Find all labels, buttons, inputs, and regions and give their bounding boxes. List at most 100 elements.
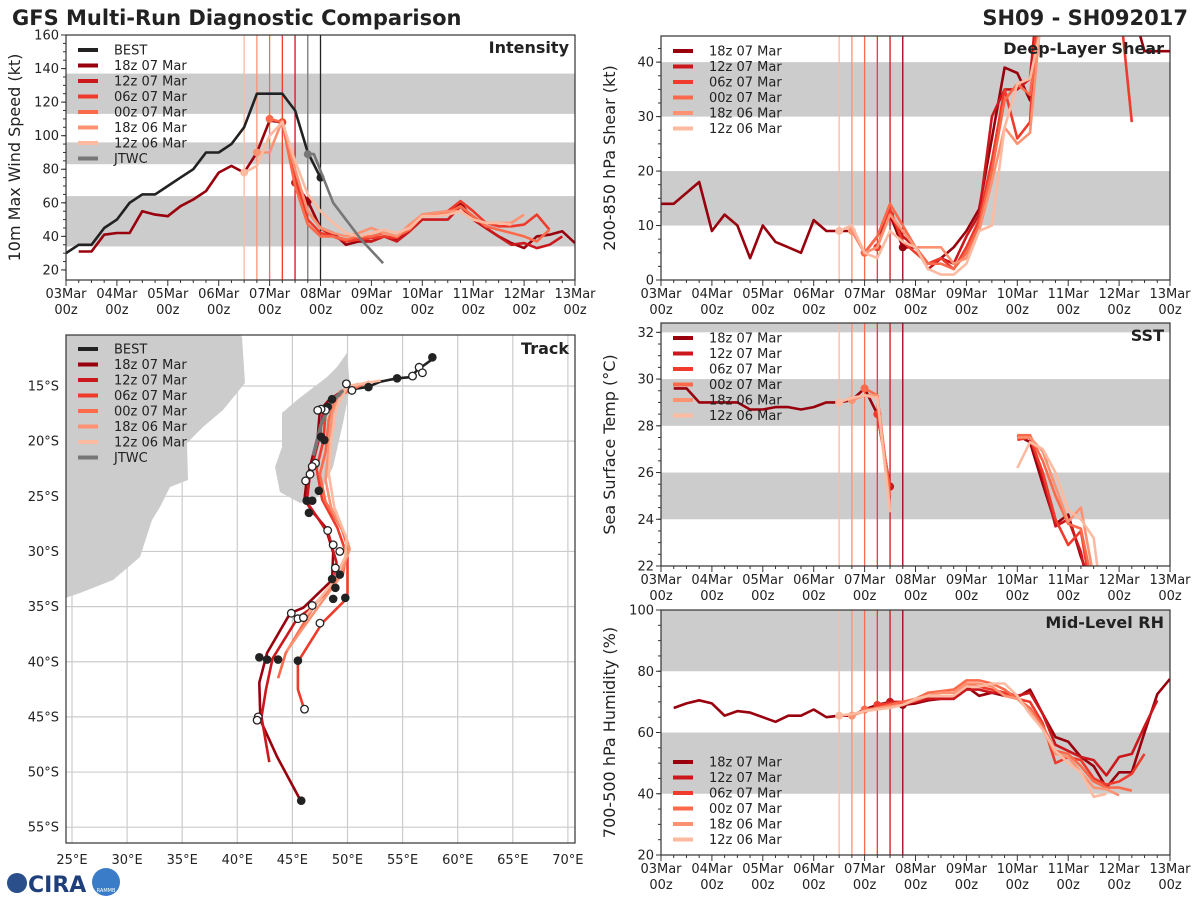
init-point [252, 148, 261, 157]
x-tick-sublabel: 00z [802, 878, 826, 893]
legend-label: 06z 07 Mar [114, 90, 187, 105]
lon-tick-label: 25°E [56, 853, 87, 868]
x-tick-sublabel: 00z [156, 303, 180, 318]
series-line [838, 36, 1041, 276]
x-tick-sublabel: 00z [751, 878, 775, 893]
series-line [243, 121, 512, 238]
x-tick-sublabel: 00z [1057, 878, 1081, 893]
track-point-open [341, 379, 351, 389]
lon-tick-label: 50°E [332, 853, 363, 868]
series-line [863, 36, 1039, 271]
x-tick-label: 12Mar [504, 287, 546, 302]
track-point-filled [304, 508, 314, 518]
x-tick-sublabel: 00z [853, 589, 877, 604]
lon-tick-label: 65°E [497, 853, 528, 868]
x-tick-label: 12Mar [1099, 573, 1141, 588]
legend-label: 18z 06 Mar [709, 818, 782, 833]
panel-intensity: 2040608010012014016003Mar00z04Mar00z05Ma… [5, 29, 596, 319]
legend-label: BEST [114, 343, 147, 358]
series-line [890, 688, 1159, 777]
track-point-open [286, 608, 296, 618]
x-tick-label: 09Mar [946, 573, 988, 588]
legend-label: 00z 07 Mar [709, 378, 782, 393]
init-point [835, 226, 844, 235]
track-point-open [315, 618, 325, 628]
legend-label: 12z 07 Mar [709, 347, 782, 362]
legend-label: 18z 06 Mar [709, 394, 782, 409]
series-line [838, 394, 1099, 566]
y-tick-label: 32 [637, 326, 654, 341]
series-line [673, 678, 1170, 789]
y-tick-label: 40 [637, 56, 654, 71]
lat-tick-label: 45°S [28, 710, 59, 725]
track-point-open [417, 368, 427, 378]
legend-label: 18z 07 Mar [114, 358, 187, 373]
legend-label: 12z 07 Mar [709, 771, 782, 786]
panel-title: SST [1131, 326, 1164, 345]
x-tick-label: 04Mar [691, 573, 733, 588]
legend-label: JTWC [113, 451, 148, 466]
x-tick-sublabel: 00z [309, 303, 333, 318]
x-tick-sublabel: 00z [54, 303, 78, 318]
legend-label: BEST [114, 44, 147, 59]
y-axis-label: 200-850 hPa Shear (kt) [600, 65, 619, 251]
track-point-filled [320, 435, 329, 445]
track-point-open [408, 371, 417, 381]
track-point-filled [293, 656, 303, 665]
x-tick-sublabel: 00z [1158, 303, 1182, 318]
shaded-band [661, 732, 1170, 794]
panel-title: Intensity [489, 38, 570, 57]
track-point-open [252, 715, 262, 725]
y-tick-label: 20 [42, 263, 59, 278]
logo-text: CIRA [28, 873, 86, 898]
lon-tick-label: 55°E [387, 853, 418, 868]
track-point-open [305, 469, 315, 479]
y-tick-label: 10 [637, 219, 654, 234]
legend-label: 06z 07 Mar [709, 363, 782, 378]
lat-tick-label: 35°S [28, 600, 59, 615]
legend-label: 18z 07 Mar [709, 332, 782, 347]
track-point-filled [327, 574, 337, 584]
series-line [269, 117, 551, 243]
y-tick-label: 60 [42, 196, 59, 211]
figure-title: GFS Multi-Run Diagnostic Comparison [12, 6, 461, 30]
rammb-badge-icon [92, 868, 120, 896]
x-tick-label: 10Mar [997, 287, 1039, 302]
x-tick-label: 07Mar [844, 573, 886, 588]
lat-tick-label: 55°S [28, 821, 59, 836]
track-point-filled [331, 583, 340, 593]
panel-frame [65, 334, 576, 844]
init-point [303, 150, 312, 159]
track-line [276, 382, 365, 679]
x-tick-label: 03Mar [45, 287, 87, 302]
x-tick-sublabel: 00z [1107, 589, 1131, 604]
x-tick-sublabel: 00z [955, 589, 979, 604]
y-tick-label: 24 [637, 513, 654, 528]
y-tick-label: 160 [34, 29, 59, 44]
track-point-open [300, 704, 309, 714]
x-tick-sublabel: 00z [904, 878, 928, 893]
track-point-filled [296, 796, 306, 806]
x-tick-label: 11Mar [1048, 287, 1090, 302]
track-point-open [298, 613, 308, 623]
legend-label: 12z 06 Mar [114, 137, 187, 152]
x-tick-label: 08Mar [895, 287, 937, 302]
x-tick-label: 13Mar [1149, 862, 1191, 877]
x-tick-label: 11Mar [1048, 862, 1090, 877]
x-tick-sublabel: 00z [751, 303, 775, 318]
x-tick-sublabel: 00z [649, 303, 673, 318]
shaded-band [661, 379, 1170, 426]
track-point-open [323, 526, 333, 535]
track-point-open [347, 385, 357, 395]
track-point-filled [327, 394, 337, 404]
landmass [275, 352, 350, 503]
legend-label: 06z 07 Mar [709, 787, 782, 802]
x-tick-label: 11Mar [453, 287, 495, 302]
panel-track: 25°E 30°E 35°E 40°E 45°E 50°E 55°E 60°E 65°E 70°E… [28, 334, 584, 868]
x-tick-label: 11Mar [1048, 573, 1090, 588]
legend-label: 18z 07 Mar [709, 45, 782, 60]
legend-label: 12z 06 Mar [709, 833, 782, 848]
x-tick-sublabel: 00z [955, 878, 979, 893]
series-line [850, 36, 1041, 265]
